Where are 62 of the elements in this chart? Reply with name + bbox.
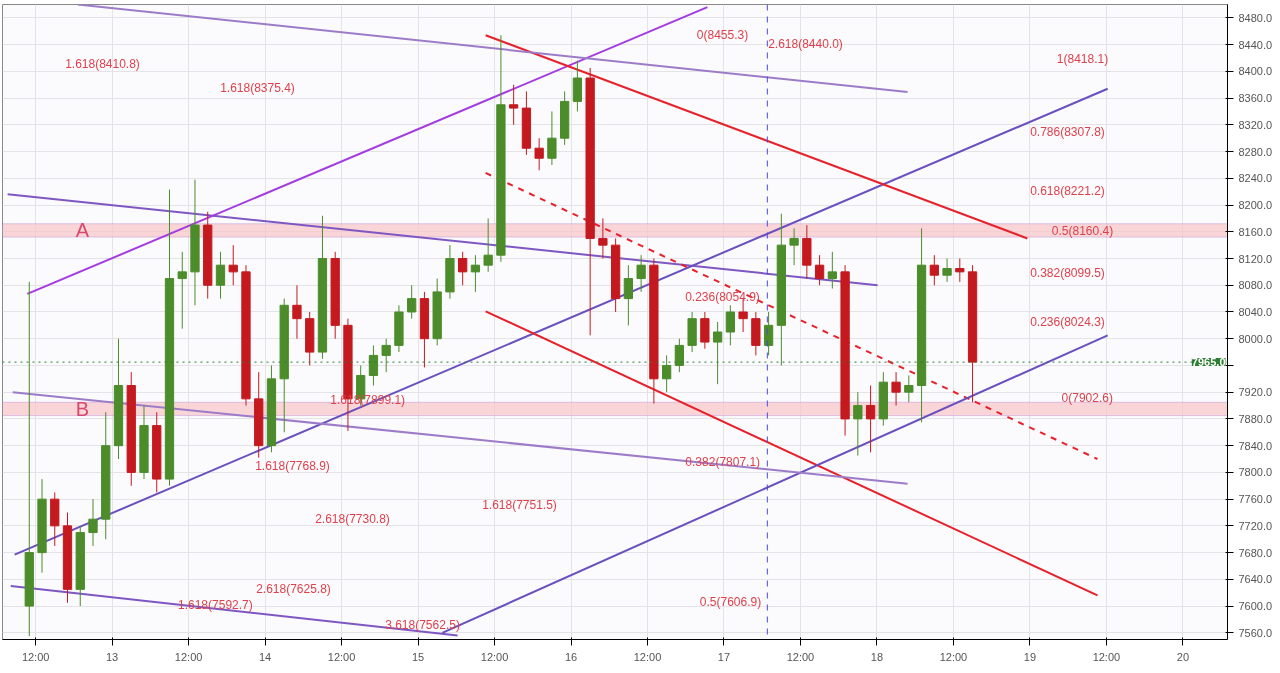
y-tick-label: 8400.0 xyxy=(1238,65,1273,78)
y-tick-label: 8160.0 xyxy=(1238,225,1273,238)
y-tick-label: 7640.0 xyxy=(1238,573,1273,586)
annotation: 0.236(8054.9) xyxy=(685,289,760,304)
y-tick-label: 7600.0 xyxy=(1238,600,1273,613)
y-tick-label: 7760.0 xyxy=(1238,493,1273,506)
y-tick-label: 7800.0 xyxy=(1238,466,1273,479)
annotation: 0(7902.6) xyxy=(1061,390,1113,405)
y-tick-label: 8240.0 xyxy=(1238,172,1273,185)
annotation: 1(8418.1) xyxy=(1056,52,1109,67)
annotation: 0(8455.3) xyxy=(696,27,749,42)
x-tick-label: 19 xyxy=(1023,650,1037,663)
band-label: A xyxy=(75,219,90,242)
annotation: 1.618(7592.7) xyxy=(178,597,253,612)
ref-line-label: 7965.0 xyxy=(1191,356,1226,369)
x-tick-label: 12:00 xyxy=(21,650,50,663)
x-tick-label: 12:00 xyxy=(480,650,509,663)
y-tick-label: 7680.0 xyxy=(1238,546,1273,559)
y-tick-label: 8120.0 xyxy=(1238,252,1273,265)
band-label: B xyxy=(75,397,90,420)
x-tick-label: 13 xyxy=(106,650,119,663)
x-tick-label: 17 xyxy=(717,650,731,663)
annotation: 3.618(7562.5) xyxy=(385,618,460,633)
y-tick-label: 7880.0 xyxy=(1238,412,1273,425)
y-tick-label: 8320.0 xyxy=(1238,118,1273,131)
x-tick-label: 12:00 xyxy=(174,650,203,663)
annotation: 0.618(8221.2) xyxy=(1030,183,1105,198)
y-tick-label: 7920.0 xyxy=(1238,386,1273,399)
y-tick-label: 8040.0 xyxy=(1238,305,1273,318)
annotation: 0.382(7807.1) xyxy=(685,454,761,469)
annotation: 0.382(8099.5) xyxy=(1030,266,1105,281)
x-tick-label: 18 xyxy=(870,650,884,663)
y-tick-label: 8280.0 xyxy=(1238,145,1273,158)
y-tick-label: 8360.0 xyxy=(1238,92,1273,105)
y-tick-label: 8200.0 xyxy=(1238,199,1273,212)
annotation: 1.618(7751.5) xyxy=(482,498,557,513)
annotation: 0.5(8160.4) xyxy=(1051,224,1114,239)
x-tick-label: 12:00 xyxy=(1092,650,1121,663)
annotation: 2.618(8440.0) xyxy=(768,37,843,52)
y-tick-label: 8480.0 xyxy=(1238,11,1273,24)
x-tick-label: 15 xyxy=(411,650,425,663)
annotation: 2.618(7625.8) xyxy=(256,581,331,596)
annotation: 1.618(8375.4) xyxy=(220,81,295,96)
annotation: 0.236(8024.3) xyxy=(1030,315,1105,329)
annotation: 2.618(7730.8) xyxy=(315,511,390,526)
annotation: 1.618(7768.9) xyxy=(255,459,330,474)
annotation: 0.5(7606.9) xyxy=(699,594,762,609)
annotation: 1.618(8410.8) xyxy=(65,56,140,71)
y-tick-label: 7560.0 xyxy=(1238,626,1273,639)
y-tick-label: 8000.0 xyxy=(1238,332,1273,345)
x-tick-label: 12:00 xyxy=(327,650,356,663)
x-tick-label: 12:00 xyxy=(786,650,815,663)
x-tick-label: 12:00 xyxy=(939,650,968,663)
y-tick-label: 8080.0 xyxy=(1238,279,1273,292)
x-tick-label: 20 xyxy=(1176,650,1190,663)
annotation: 0.786(8307.8) xyxy=(1030,125,1105,140)
y-tick-label: 8440.0 xyxy=(1238,38,1273,51)
y-tick-label: 7840.0 xyxy=(1238,439,1273,452)
y-tick-label: 7720.0 xyxy=(1238,519,1273,532)
x-tick-label: 16 xyxy=(564,650,578,663)
x-tick-label: 12:00 xyxy=(633,650,662,663)
x-tick-label: 14 xyxy=(258,650,272,663)
